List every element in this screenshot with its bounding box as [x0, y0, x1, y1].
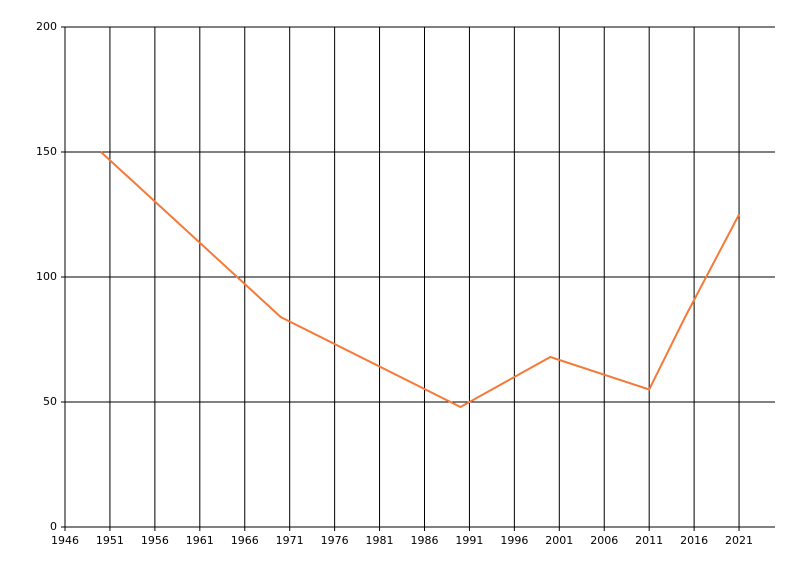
x-tick-label: 1986: [410, 534, 438, 547]
x-tick-label: 1971: [276, 534, 304, 547]
x-tick-label: 2001: [545, 534, 573, 547]
x-tick-label: 1981: [366, 534, 394, 547]
y-tick-label: 200: [36, 20, 57, 33]
x-tick-label: 1951: [96, 534, 124, 547]
data-line: [100, 151, 740, 409]
x-tick-label: 1976: [321, 534, 349, 547]
y-tick-label: 50: [43, 395, 57, 408]
x-tick-label: 1956: [141, 534, 169, 547]
x-tick-label: 2016: [680, 534, 708, 547]
x-tick-label: 1946: [51, 534, 79, 547]
x-tick-label: 1966: [231, 534, 259, 547]
x-tick-label: 1996: [500, 534, 528, 547]
x-tick-label: 2011: [635, 534, 663, 547]
x-tick-label: 1961: [186, 534, 214, 547]
x-tick-label: 2006: [590, 534, 618, 547]
y-tick-label: 150: [36, 145, 57, 158]
y-tick-label: 0: [50, 520, 57, 533]
x-tick-label: 1991: [455, 534, 483, 547]
x-tick-label: 2021: [725, 534, 753, 547]
y-tick-label: 100: [36, 270, 57, 283]
